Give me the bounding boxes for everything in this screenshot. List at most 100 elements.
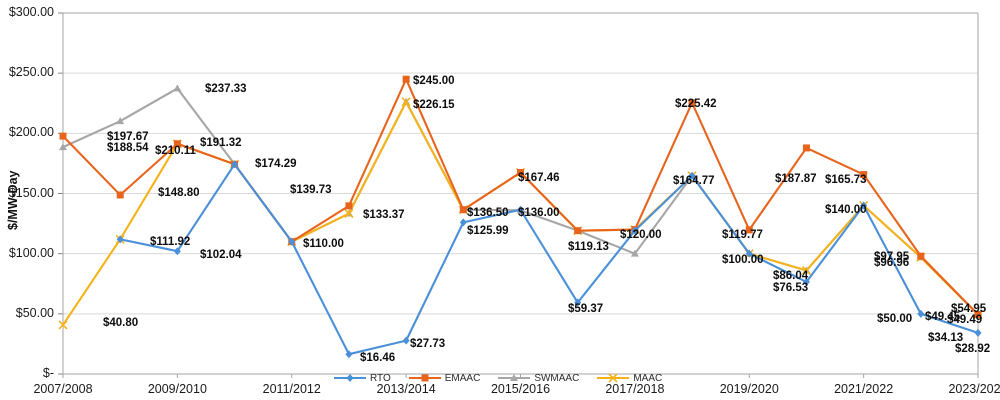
legend-label: RTO xyxy=(370,372,391,384)
data-label: $50.00 xyxy=(877,313,913,325)
data-label: $237.33 xyxy=(205,83,247,95)
data-label: $226.15 xyxy=(413,99,455,111)
x-axis-tick-label: 2011/2012 xyxy=(262,382,321,396)
data-label: $102.04 xyxy=(200,249,242,261)
data-point-marker xyxy=(574,227,582,235)
data-point-marker xyxy=(59,143,67,151)
x-axis-tick-label: 2019/2020 xyxy=(719,382,779,396)
y-axis-tick-label: $50.00 xyxy=(15,305,54,320)
data-point-marker xyxy=(231,160,239,169)
data-point-marker xyxy=(745,249,753,258)
data-label: $59.37 xyxy=(568,303,604,315)
y-axis-tick-label: $250.00 xyxy=(8,65,54,80)
data-point-marker xyxy=(974,310,982,318)
data-label: $16.46 xyxy=(360,352,396,364)
data-point-marker xyxy=(402,75,410,83)
data-label: $136.50 xyxy=(467,207,509,219)
data-point-marker xyxy=(401,97,411,107)
data-point-marker xyxy=(517,205,524,214)
series-swmaac xyxy=(59,84,982,318)
data-label: $197.67 xyxy=(107,131,149,143)
data-point-marker xyxy=(917,309,925,318)
data-label: $120.00 xyxy=(620,229,662,241)
data-point-marker xyxy=(116,117,125,125)
data-label: $191.32 xyxy=(200,137,242,149)
data-label: $49.45 xyxy=(925,311,961,323)
axis-lines xyxy=(62,12,979,378)
data-label: $210.11 xyxy=(155,145,196,157)
rto-series-swatch-icon xyxy=(334,374,366,382)
data-label: $139.73 xyxy=(290,184,332,196)
data-point-marker xyxy=(802,144,810,152)
data-point-marker xyxy=(631,226,639,235)
x-axis-tick-label: 2015/2016 xyxy=(490,382,551,396)
swmaac-series-swatch-icon xyxy=(498,374,531,381)
data-label: $140.00 xyxy=(825,204,867,216)
legend-item-swmaac[interactable]: SWMAAC xyxy=(497,372,579,384)
data-point-marker xyxy=(59,132,67,140)
data-point-marker xyxy=(345,202,353,210)
data-label: $86.04 xyxy=(773,270,809,282)
data-point-marker xyxy=(802,277,810,286)
y-axis-tick-label: $- xyxy=(42,366,54,380)
data-label: $97.95 xyxy=(874,251,910,263)
data-label: $110.00 xyxy=(303,238,344,250)
data-label: $27.73 xyxy=(410,338,446,350)
data-label: $111.92 xyxy=(150,236,191,248)
y-axis-tick-label: $300.00 xyxy=(8,5,54,19)
data-point-marker xyxy=(688,99,696,107)
data-point-marker xyxy=(402,336,410,345)
y-axis-tick-label: $150.00 xyxy=(8,185,54,200)
data-label: $187.87 xyxy=(775,173,817,185)
data-point-marker xyxy=(688,171,696,180)
data-label: $34.13 xyxy=(928,332,964,344)
data-point-marker xyxy=(116,191,124,199)
data-label: $119.77 xyxy=(722,229,763,241)
data-label: $188.54 xyxy=(107,142,149,154)
data-label: $49.49 xyxy=(947,314,983,326)
data-label: $100.00 xyxy=(722,254,764,266)
data-point-marker xyxy=(917,252,925,260)
x-axis-tick-label: 2017/2018 xyxy=(605,382,665,396)
data-point-marker xyxy=(459,206,467,214)
data-point-marker xyxy=(173,84,182,92)
data-label: $40.80 xyxy=(103,317,139,329)
series-rto xyxy=(116,160,982,359)
legend-label: SWMAAC xyxy=(534,372,580,384)
data-label: $165.73 xyxy=(825,174,867,186)
x-axis-tick-label: 2023/2024 xyxy=(948,382,1000,396)
series-emaac xyxy=(59,75,982,318)
data-point-marker xyxy=(116,235,124,244)
x-axis-tick-label: 2009/2010 xyxy=(147,382,207,396)
legend-item-rto[interactable]: RTO xyxy=(333,372,391,384)
x-axis-tick-label: 2007/2008 xyxy=(33,382,93,396)
data-point-marker xyxy=(630,249,639,257)
data-point-marker xyxy=(288,237,296,246)
y-axis-tick-label: $100.00 xyxy=(8,245,54,260)
legend-item-maac[interactable]: MAAC xyxy=(596,372,662,384)
data-point-marker xyxy=(608,373,618,383)
y-axis-tick-label: $200.00 xyxy=(8,125,54,140)
data-point-marker xyxy=(974,328,982,337)
legend-item-emaac[interactable]: EMAAC xyxy=(408,372,481,384)
data-label: $76.53 xyxy=(773,282,809,294)
data-point-marker xyxy=(173,247,181,256)
data-point-marker xyxy=(860,201,868,210)
series-lines xyxy=(58,75,983,359)
x-axis-tick-label: 2013/2014 xyxy=(376,382,436,396)
data-point-marker xyxy=(346,374,354,382)
data-label: $225.42 xyxy=(675,98,717,110)
legend-label: EMAAC xyxy=(444,372,481,384)
data-point-marker xyxy=(510,374,519,381)
data-label: $148.80 xyxy=(158,187,200,199)
data-label: $54.95 xyxy=(951,303,987,315)
data-label: $125.99 xyxy=(467,225,509,237)
data-point-marker xyxy=(801,265,812,276)
legend-label: MAAC xyxy=(633,372,663,384)
x-axis-tick-label: 2021/2022 xyxy=(834,382,894,396)
data-label: $28.92 xyxy=(955,343,991,355)
data-point-marker xyxy=(344,208,354,219)
data-point-marker xyxy=(745,226,753,234)
